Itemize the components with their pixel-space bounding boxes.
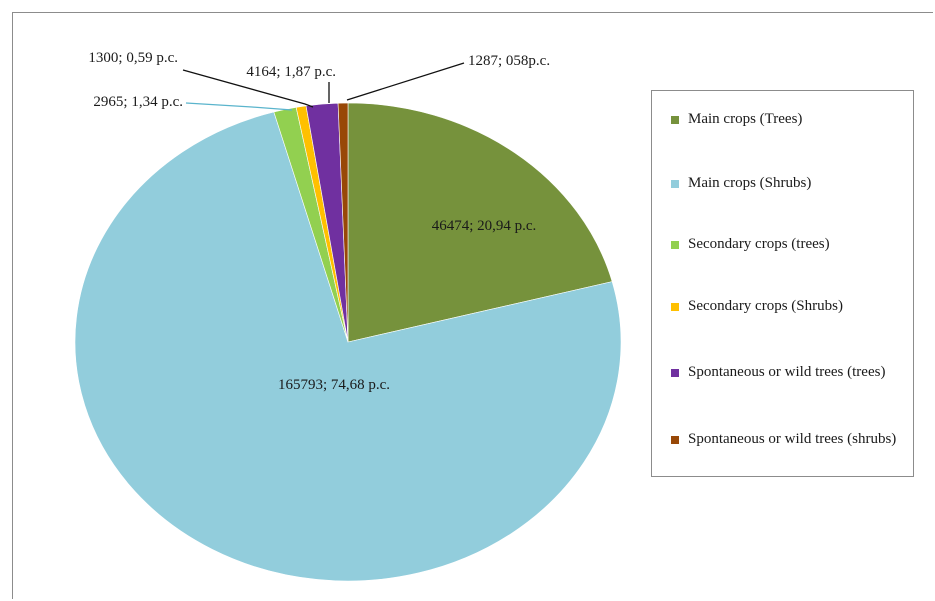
leader-line-spontaneous-or-wild-trees-shrubs	[346, 62, 465, 101]
legend-swatch	[671, 303, 679, 311]
leader-line-secondary-crops-trees	[185, 102, 293, 111]
legend-label: Main crops (Trees)	[688, 111, 803, 127]
legend: Main crops (Trees) Main crops (Shrubs) Sec…	[651, 90, 914, 477]
legend-label: Secondary crops (Shrubs)	[688, 298, 843, 314]
pie-slice-main-crops-shrubs	[74, 111, 622, 582]
legend-label: Spontaneous or wild trees (trees)	[688, 364, 886, 380]
data-label-secondary-crops-trees: 2965; 1,34 p.c.	[93, 94, 183, 110]
data-label-spontaneous-or-wild-trees-trees: 4164; 1,87 p.c.	[246, 64, 336, 80]
legend-swatch	[671, 116, 679, 124]
legend-swatch	[671, 369, 679, 377]
data-label-main-crops-trees: 46474; 20,94 p.c.	[432, 218, 537, 234]
pie-slice-main-crops-trees	[347, 102, 613, 343]
legend-swatch	[671, 436, 679, 444]
legend-label: Main crops (Shrubs)	[688, 175, 812, 191]
data-label-secondary-crops-shrubs: 1300; 0,59 p.c.	[88, 50, 178, 66]
legend-label: Spontaneous or wild trees (shrubs)	[688, 431, 897, 447]
legend-label: Secondary crops (trees)	[688, 236, 830, 252]
pie-slice-spontaneous-or-wild-trees-shrubs	[337, 102, 349, 343]
legend-swatch	[671, 180, 679, 188]
data-label-main-crops-shrubs: 165793; 74,68 p.c.	[278, 377, 390, 393]
chart-frame	[12, 12, 933, 599]
legend-swatch	[671, 241, 679, 249]
data-label-spontaneous-or-wild-trees-shrubs: 1287; 058p.c.	[468, 53, 550, 69]
leader-line-secondary-crops-shrubs	[182, 69, 314, 108]
